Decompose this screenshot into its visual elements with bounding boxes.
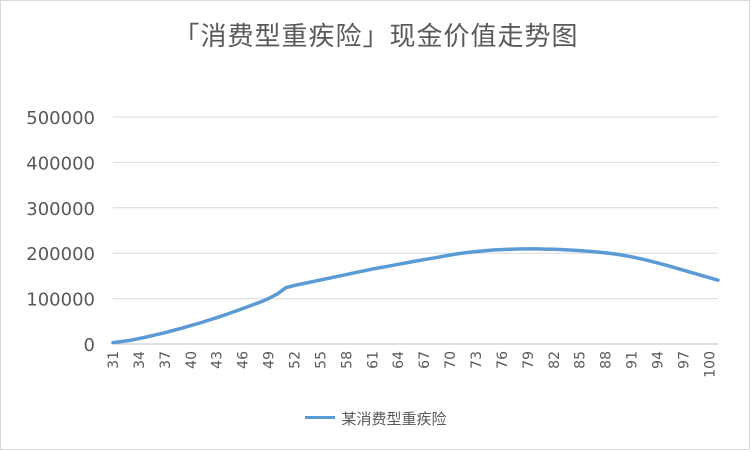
x-tick-label: 85: [573, 351, 589, 369]
x-tick-label: 67: [417, 351, 433, 369]
y-tick-label: 500000: [26, 108, 95, 129]
legend-swatch: [305, 416, 336, 419]
x-tick-label: 70: [443, 351, 459, 369]
x-tick-label: 55: [313, 351, 329, 369]
x-tick-label: 88: [599, 351, 615, 369]
x-tick-label: 79: [521, 351, 537, 369]
x-tick-label: 97: [676, 351, 692, 369]
x-tick-label: 31: [106, 351, 122, 369]
x-tick-label: 61: [365, 351, 381, 369]
y-tick-label: 300000: [26, 199, 95, 220]
legend: 某消费型重疾险: [0, 408, 752, 429]
x-tick-label: 37: [158, 351, 174, 369]
x-tick-label: 94: [651, 351, 667, 369]
x-tick-label: 82: [547, 351, 563, 369]
x-tick-label: 58: [339, 351, 355, 369]
x-tick-label: 49: [262, 351, 278, 369]
series-line-0: [111, 247, 720, 345]
y-tick-label: 100000: [26, 290, 95, 311]
x-tick-label: 43: [210, 351, 226, 369]
x-tick-label: 46: [236, 351, 252, 369]
legend-label: 某消费型重疾险: [341, 410, 447, 428]
x-tick-label: 34: [132, 351, 148, 369]
y-tick-label: 200000: [26, 244, 95, 265]
y-tick-label: 400000: [26, 153, 95, 174]
x-tick-label: 76: [495, 351, 511, 369]
x-tick-label: 91: [625, 351, 641, 369]
x-tick-label: 52: [288, 351, 304, 369]
chart-title: 「消费型重疾险」现金价值走势图: [173, 22, 579, 52]
x-tick-label: 64: [391, 351, 407, 369]
x-tick-label: 100: [702, 351, 718, 378]
x-tick-label: 73: [469, 351, 485, 369]
x-tick-label: 40: [184, 351, 200, 369]
y-tick-label: 0: [84, 335, 95, 356]
